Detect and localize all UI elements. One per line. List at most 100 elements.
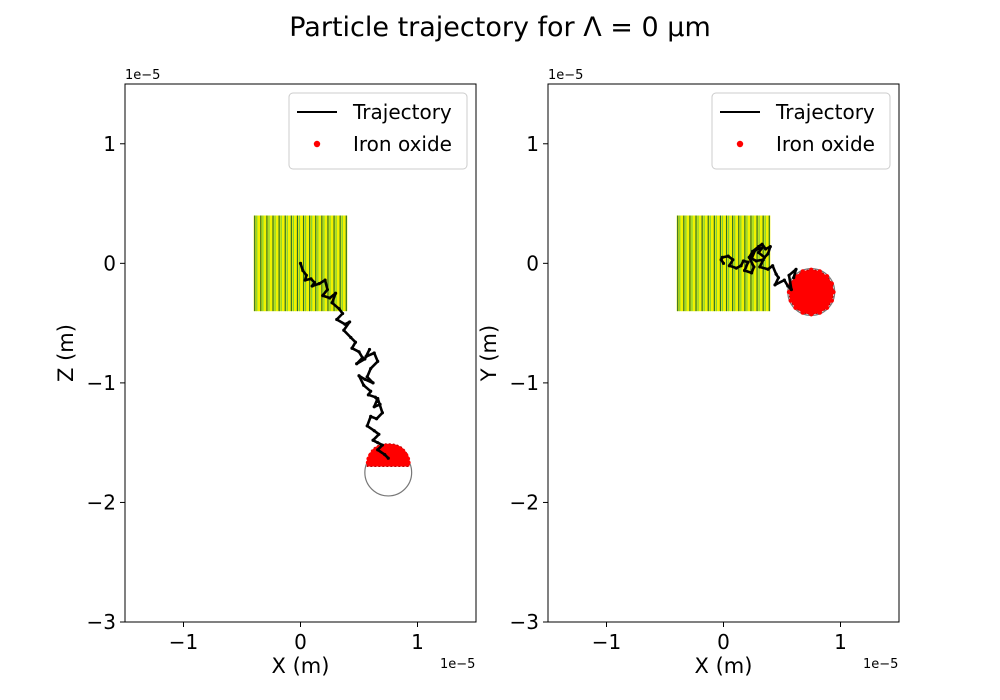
y-tick-label: −3 [510, 610, 539, 634]
trajectory-point [365, 375, 369, 379]
fiber-region [676, 215, 771, 312]
trajectory-point [377, 432, 381, 436]
x-tick-label: 1 [411, 630, 424, 654]
trajectory-point [376, 448, 380, 452]
trajectory-point [764, 247, 768, 251]
iron-oxide-point [370, 449, 376, 455]
iron-oxide-point [788, 298, 793, 303]
trajectory-point [376, 359, 380, 363]
trajectory-point [321, 294, 325, 298]
iron-oxide-point [817, 310, 822, 315]
trajectory-point [786, 284, 790, 288]
y-offset-label: 1e−5 [125, 68, 160, 83]
trajectory-point [350, 346, 354, 350]
trajectory-point [782, 278, 786, 282]
trajectory-point [374, 417, 379, 421]
trajectory-point [757, 250, 761, 255]
y-tick-label: −3 [87, 610, 116, 634]
trajectory-point [355, 362, 359, 366]
iron-oxide-point [824, 305, 830, 310]
iron-oxide-point [365, 460, 371, 465]
trajectory-point [301, 268, 305, 273]
trajectory-point [325, 288, 330, 292]
trajectory-point [366, 393, 370, 397]
trajectory-point [376, 396, 380, 401]
trajectory-point [753, 248, 757, 252]
y-tick-label: −1 [87, 371, 116, 395]
trajectory-point [742, 268, 747, 273]
trajectory-point [752, 265, 756, 269]
iron-oxide-point [392, 445, 398, 451]
trajectory-point [298, 261, 303, 265]
x-offset-label: 1e−5 [863, 657, 898, 672]
trajectory-point [372, 405, 376, 409]
x-tick-label: 0 [294, 630, 307, 654]
iron-oxide-cluster [786, 267, 836, 317]
trajectory-point [304, 273, 308, 277]
legend: Trajectory Iron oxide [288, 92, 468, 170]
trajectory-point [741, 259, 745, 263]
x-axis-label: X (m) [695, 654, 753, 678]
trajectory-point [768, 244, 772, 249]
iron-oxide-point [817, 269, 822, 274]
trajectory-point [766, 267, 770, 271]
iron-oxide-point [403, 452, 409, 458]
trajectory-point [720, 255, 724, 259]
y-tick-label: −2 [87, 490, 116, 514]
iron-oxide-point [786, 289, 792, 295]
trajectory-point [365, 424, 369, 428]
figure-title: Particle trajectory for Λ = 0 μm [289, 12, 711, 43]
trajectory-point [362, 383, 366, 387]
trajectory-point [731, 258, 735, 262]
iron-oxide-point [368, 452, 373, 458]
legend-iron-oxide-label: Iron oxide [776, 132, 875, 156]
trajectory-point [383, 453, 387, 457]
trajectory-point [761, 258, 765, 262]
y-tick-label: −1 [510, 371, 539, 395]
y-tick-label: 1 [526, 132, 539, 156]
trajectory-point [739, 264, 743, 268]
iron-oxide-point [405, 460, 411, 465]
trajectory-point [371, 381, 375, 385]
trajectory-point [364, 354, 368, 359]
y-axis-label: Y (m) [477, 325, 501, 382]
trajectory-point [794, 267, 798, 271]
trajectory-point [380, 443, 384, 447]
iron-oxide-point [793, 305, 798, 310]
trajectory-point [746, 260, 750, 264]
x-axis-label: X (m) [272, 654, 330, 678]
trajectory-point [766, 252, 770, 256]
trajectory-point [760, 246, 764, 250]
trajectory-point [776, 276, 781, 280]
trajectory-point [372, 429, 376, 433]
trajectory-point [348, 320, 352, 324]
trajectory-point [757, 244, 761, 249]
trajectory-point [341, 311, 345, 316]
trajectory-point [369, 389, 373, 393]
trajectory-point [721, 261, 726, 265]
y-offset-label: 1e−5 [548, 68, 583, 83]
iron-oxide-point [405, 456, 411, 462]
trajectory-point [792, 276, 796, 280]
trajectory-point [363, 377, 367, 381]
trajectory-point [335, 317, 339, 322]
iron-oxide-point [800, 310, 805, 315]
trajectory-point [369, 366, 373, 371]
trajectory-point [343, 322, 347, 326]
trajectory-point [323, 278, 327, 282]
trajectory-point [762, 255, 767, 259]
trajectory-point [369, 414, 373, 418]
trajectory-point [726, 254, 730, 258]
trajectory-point [312, 280, 317, 285]
trajectory-point [760, 242, 764, 246]
iron-oxide-cap [366, 443, 410, 467]
trajectory-point [330, 301, 334, 305]
iron-oxide-point [809, 312, 814, 317]
trajectory-point [353, 340, 358, 344]
y-axis-label: Z (m) [54, 324, 78, 382]
trajectory-point [749, 271, 754, 275]
trajectory-point [357, 374, 361, 378]
iron-oxide-point [829, 298, 834, 303]
chart-panel-right: −1 0 1 −3 −2 −1 0 1 1e−5 1e−5 X (m) Y (m) Trajectory… [477, 68, 900, 678]
iron-oxide-point [824, 274, 830, 279]
